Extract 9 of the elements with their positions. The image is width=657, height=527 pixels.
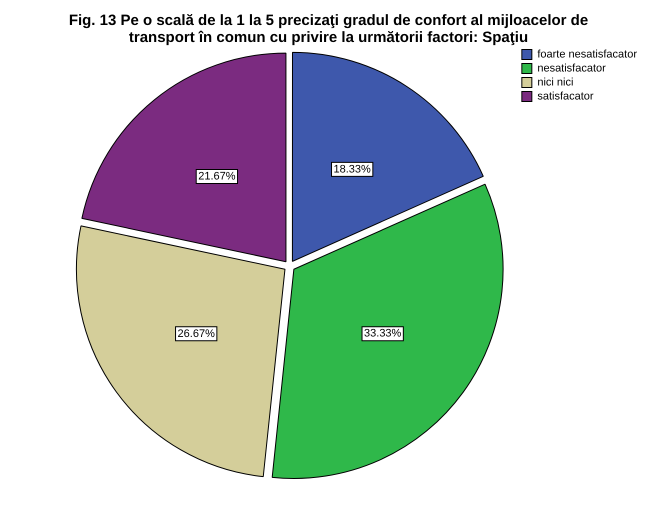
legend-label: foarte nesatisfacator [537, 48, 638, 61]
chart-title: Fig. 13 Pe o scală de la 1 la 5 precizaţi gradul de confort al mijloacelor de transport în comun cu privire la următorii factori: Spaţiu [68, 12, 590, 46]
legend-label: nici nici [537, 76, 574, 89]
data-label: 26.67% [178, 328, 216, 340]
legend-label: nesatisfacator [537, 62, 606, 75]
legend-label: satisfacator [537, 90, 594, 103]
data-label: 18.33% [334, 163, 372, 176]
data-label: 33.33% [364, 328, 402, 340]
data-label: 21.67% [198, 170, 236, 182]
